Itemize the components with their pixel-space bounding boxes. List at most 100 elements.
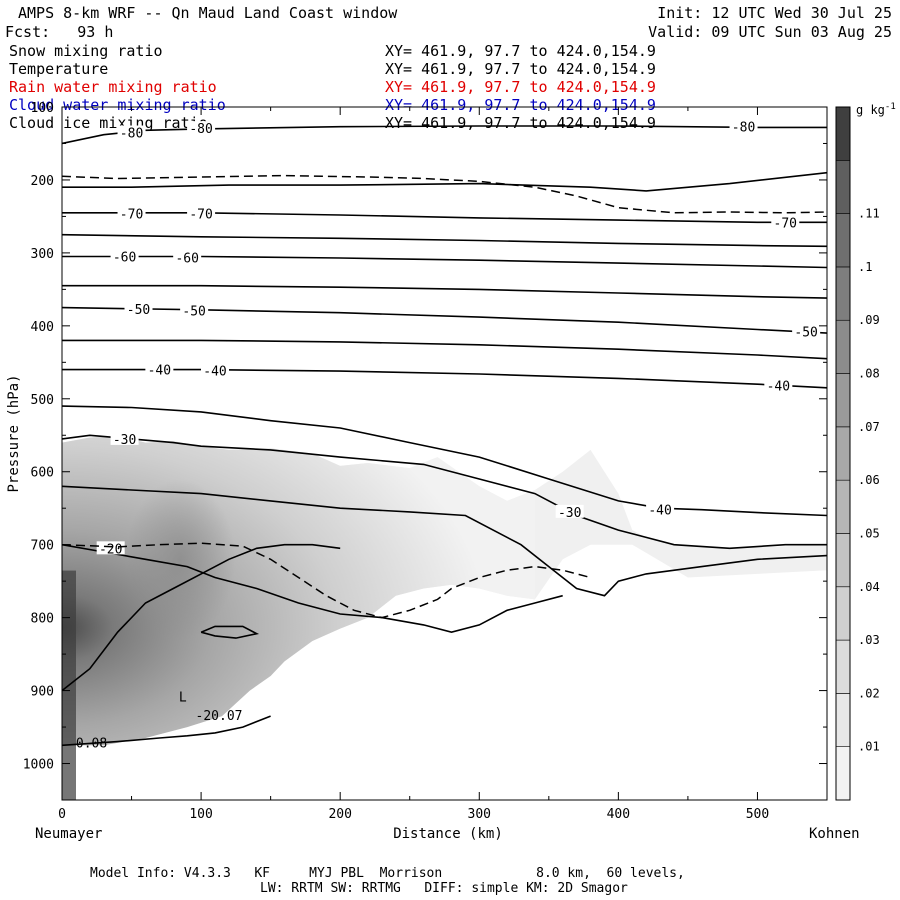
- isotherm-label-bg: [145, 362, 174, 376]
- x-tick-label: 300: [468, 807, 491, 822]
- x-endpoint-right: Kohnen: [809, 826, 860, 842]
- isotherm-label-bg: [187, 121, 216, 135]
- field-xy-range: XY= 461.9, 97.7 to 424.0,154.9: [385, 60, 656, 78]
- forecast-hour: Fcst: 93 h: [5, 23, 114, 41]
- y-tick-label: 1000: [23, 758, 54, 773]
- footer-physics-info: LW: RRTM SW: RRTMG DIFF: simple KM: 2D S…: [260, 881, 628, 896]
- isotherm-line: [62, 171, 827, 192]
- isotherm-label: -30: [558, 506, 581, 521]
- dashed-contour: [62, 174, 827, 214]
- isotherm-label: -40: [648, 504, 671, 519]
- colorbar-swatch: [835, 373, 851, 428]
- colorbar-tick-label: .03: [858, 633, 880, 647]
- y-axis-label: Pressure (hPa): [6, 374, 22, 492]
- isotherm-line: [62, 212, 827, 224]
- isotherm-label: -40: [148, 364, 171, 379]
- x-endpoint-left: Neumayer: [35, 826, 102, 842]
- colorbar-tick-label: .1: [858, 260, 872, 274]
- colorbar-swatch: [835, 426, 851, 481]
- field-xy-range: XY= 461.9, 97.7 to 424.0,154.9: [385, 78, 656, 96]
- colorbar-tick-label: .04: [858, 580, 880, 594]
- isotherm-label-bg: [764, 378, 793, 392]
- chart-annotation: 0.08: [76, 736, 107, 751]
- colorbar-tick-label: .06: [858, 473, 880, 487]
- colorbar-unit: g kg-1: [856, 102, 896, 117]
- isotherm-line: [62, 434, 827, 550]
- y-tick-label: 100: [31, 101, 54, 116]
- isotherm-label-bg: [646, 502, 675, 516]
- isotherm-label: -60: [175, 251, 198, 266]
- colorbar-swatch: [835, 533, 851, 588]
- isotherm-label-bg: [771, 215, 800, 229]
- y-tick-label: 300: [31, 247, 54, 262]
- isotherm-line: [62, 339, 827, 360]
- isotherm-label: -20: [99, 542, 122, 557]
- isotherm-label: -50: [182, 305, 205, 320]
- colorbar-unit-exponent: -1: [885, 102, 896, 112]
- plot-area: -80 -80 -80 -70 -70 -70 -60 -60 -50 -50 -50 -40 -40 -…: [62, 119, 827, 800]
- isotherm-label: -40: [203, 364, 226, 379]
- isotherm-label: -80: [120, 127, 143, 142]
- init-time: Init: 12 UTC Wed 30 Jul 25: [657, 4, 892, 22]
- y-tick-label: 500: [31, 393, 54, 408]
- isotherm-line: [62, 233, 827, 248]
- footer-model-info: Model Info: V4.3.3 KF MYJ PBL Morrison 8…: [90, 866, 685, 881]
- isotherm-label: -70: [774, 216, 797, 231]
- isotherm-line: [62, 485, 827, 597]
- isotherm-line: [62, 306, 827, 334]
- isotherm-label-bg: [792, 324, 821, 338]
- isotherm-label-bg: [124, 302, 153, 316]
- field-xy-range: XY= 461.9, 97.7 to 424.0,154.9: [385, 42, 656, 60]
- isotherm-label-bg: [117, 125, 146, 139]
- isotherm-label: -80: [189, 122, 212, 137]
- isotherm-line: [62, 715, 271, 747]
- colorbar-swatch: [835, 266, 851, 321]
- colorbar-tick-label: .08: [858, 367, 880, 381]
- colorbar-swatch: [835, 319, 851, 374]
- chart-title: AMPS 8-km WRF -- Qn Maud Land Coast wind…: [18, 4, 398, 22]
- isotherm-label-bg: [180, 303, 209, 317]
- colorbar-swatch: [835, 160, 851, 214]
- colorbar-tick-label: .02: [858, 686, 880, 700]
- colorbar-frame: [835, 106, 851, 801]
- isotherm-line: [62, 284, 827, 299]
- valid-time: Valid: 09 UTC Sun 03 Aug 25: [648, 23, 892, 41]
- field-name: Rain water mixing ratio: [9, 78, 217, 96]
- isotherm-label: -50: [794, 326, 817, 341]
- isotherm-line: [62, 543, 341, 692]
- x-tick-label: 500: [746, 807, 769, 822]
- isotherm-label: -70: [120, 208, 143, 223]
- isotherm-line: [62, 543, 563, 634]
- colorbar-tick-label: .07: [858, 420, 880, 434]
- colorbar-swatch: [835, 106, 851, 161]
- y-tick-label: 600: [31, 466, 54, 481]
- chart-annotation: -20.07: [196, 709, 243, 724]
- isotherm-line: [62, 368, 827, 389]
- field-name: Snow mixing ratio: [9, 42, 163, 60]
- colorbar-tick-label: .11: [858, 207, 880, 221]
- colorbar-tick-label: .05: [858, 526, 880, 540]
- colorbar-swatch: [835, 213, 851, 268]
- x-tick-label: 100: [189, 807, 212, 822]
- isotherm-label: -70: [189, 208, 212, 223]
- y-tick-label: 200: [31, 174, 54, 189]
- isotherm-label-bg: [96, 541, 125, 555]
- y-tick-label: 900: [31, 685, 54, 700]
- dashed-contour: [62, 542, 591, 619]
- field-xy-range: XY= 461.9, 97.7 to 424.0,154.9: [385, 96, 656, 114]
- chart-annotation: L: [179, 691, 187, 706]
- colorbar-swatch: [835, 586, 851, 641]
- isotherm-label-bg: [110, 249, 139, 263]
- isotherm-label: -60: [113, 251, 136, 266]
- isotherm-label-bg: [201, 363, 229, 377]
- isotherm-label-bg: [117, 206, 146, 220]
- colorbar-tick-label: .09: [858, 313, 880, 327]
- isotherm-label-bg: [173, 250, 202, 264]
- x-tick-label: 200: [328, 807, 351, 822]
- y-tick-label: 400: [31, 320, 54, 335]
- isotherm-label: -40: [767, 380, 790, 395]
- y-tick-label: 700: [31, 539, 54, 554]
- isotherm-line: [62, 405, 827, 517]
- x-tick-label: 400: [607, 807, 630, 822]
- isotherm-label-bg: [729, 119, 758, 133]
